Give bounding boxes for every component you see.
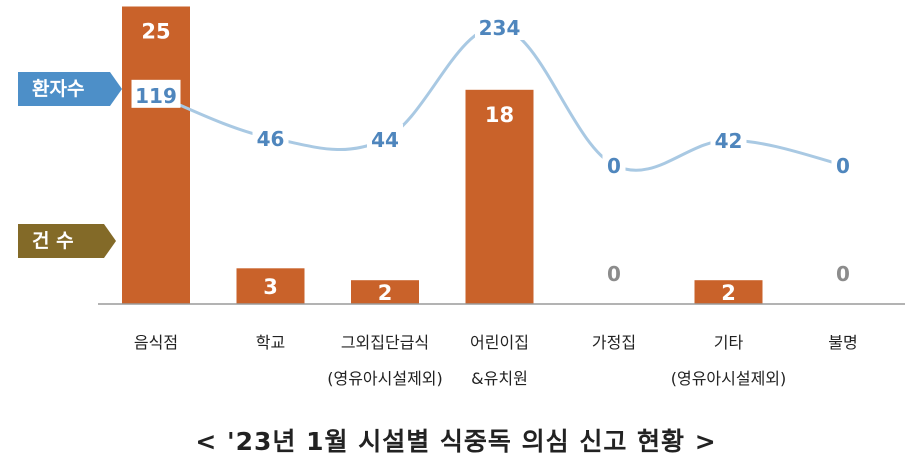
patients-label-bg	[367, 124, 403, 153]
patients-value-label: 234	[479, 16, 521, 40]
bar-series-cases	[122, 6, 763, 304]
patients-label-bg	[252, 122, 289, 151]
x-tick-label: 어린이집	[470, 333, 529, 352]
patients-label-bg	[831, 150, 855, 178]
legend-cases-badge: 건 수	[18, 224, 116, 258]
x-tick-label: 음식점	[134, 333, 178, 352]
bar	[236, 268, 305, 304]
bar-value-label: 0	[836, 262, 850, 286]
cases-data-labels: 25 3 2 18 0 2 0	[141, 20, 850, 306]
bar-value-label: 0	[607, 262, 621, 286]
bar	[694, 280, 763, 304]
patients-label-bg	[475, 12, 524, 40]
x-tick-label: 학교	[256, 333, 285, 352]
bar-value-label: 2	[721, 281, 736, 305]
bar-value-label: 18	[485, 103, 514, 127]
x-tick-label: (영유아시설제외)	[671, 369, 787, 388]
legend-cases-label: 건 수	[32, 230, 74, 252]
x-tick-label: 그외집단급식	[341, 333, 429, 352]
chart-caption: < '23년 1월 시설별 식중독 의심 신고 현황 >	[195, 427, 717, 456]
x-tick-label: 불명	[828, 333, 857, 352]
patients-value-label: 46	[257, 127, 285, 151]
patients-value-label: 0	[607, 154, 621, 178]
legend-patients-badge: 환자수	[18, 72, 122, 106]
patients-label-bg	[131, 79, 181, 108]
x-axis-tick-labels: 음식점 학교 그외집단급식 (영유아시설제외) 어린이집&유치원 가정집 기타 (영유아시설제…	[134, 333, 858, 388]
bar-value-label: 25	[141, 20, 170, 44]
bar	[122, 6, 190, 304]
bar-value-label: 3	[263, 275, 278, 299]
legend-patients-label: 환자수	[32, 78, 85, 100]
patients-label-bg	[602, 150, 626, 178]
x-tick-label: &유치원	[471, 369, 528, 388]
patients-data-labels: 119 46 44 234 0 42 0	[131, 12, 855, 178]
bar	[351, 280, 419, 304]
patients-value-label: 119	[135, 84, 177, 108]
x-tick-label: (영유아시설제외)	[327, 369, 443, 388]
patients-value-label: 42	[715, 129, 743, 153]
patients-value-label: 0	[836, 154, 850, 178]
patients-label-bg	[710, 125, 747, 154]
bar-value-label: 2	[378, 281, 393, 305]
chart-plot: 119 46 44 234 0 42 0 25 3 2 18 0 2 0 음식점 학교 그외집단급식 (영유아…	[98, 6, 905, 388]
x-tick-label: 가정집	[592, 333, 636, 352]
patients-value-label: 44	[371, 128, 399, 152]
bar	[465, 89, 534, 304]
x-tick-label: 기타	[714, 333, 744, 352]
